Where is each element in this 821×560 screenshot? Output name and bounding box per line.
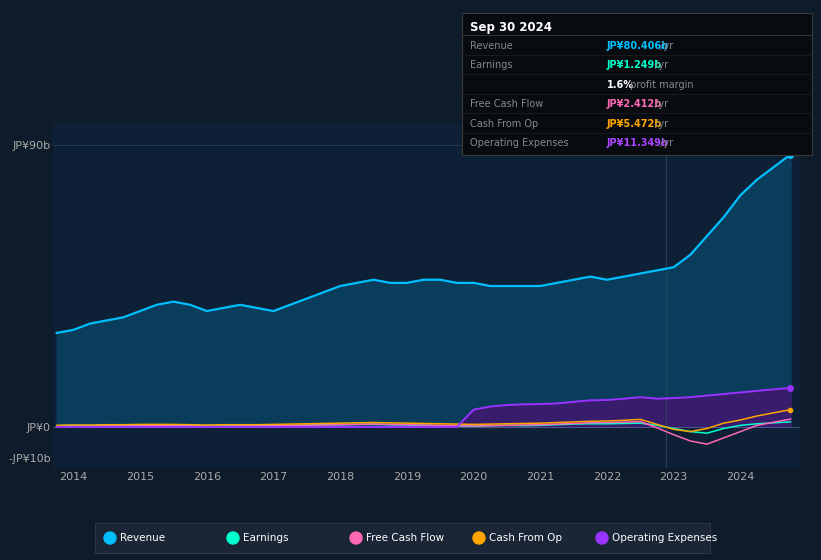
Text: Cash From Op: Cash From Op bbox=[489, 533, 562, 543]
Text: Earnings: Earnings bbox=[470, 60, 512, 70]
Text: Free Cash Flow: Free Cash Flow bbox=[366, 533, 444, 543]
Text: Sep 30 2024: Sep 30 2024 bbox=[470, 21, 552, 34]
Bar bbox=[95, 523, 710, 553]
Text: JP¥80.406b: JP¥80.406b bbox=[607, 41, 669, 51]
Text: JP¥5.472b: JP¥5.472b bbox=[607, 119, 663, 129]
Text: 1.6%: 1.6% bbox=[607, 80, 634, 90]
Text: Earnings: Earnings bbox=[243, 533, 288, 543]
Text: /yr: /yr bbox=[657, 41, 673, 51]
Text: JP¥11.349b: JP¥11.349b bbox=[607, 138, 669, 148]
Circle shape bbox=[596, 532, 608, 544]
Text: JP¥1.249b: JP¥1.249b bbox=[607, 60, 663, 70]
Text: /yr: /yr bbox=[652, 99, 668, 109]
Text: /yr: /yr bbox=[652, 60, 668, 70]
Text: Revenue: Revenue bbox=[470, 41, 513, 51]
Text: JP¥2.412b: JP¥2.412b bbox=[607, 99, 663, 109]
Text: Operating Expenses: Operating Expenses bbox=[470, 138, 569, 148]
Circle shape bbox=[104, 532, 116, 544]
Text: /yr: /yr bbox=[652, 119, 668, 129]
Circle shape bbox=[473, 532, 485, 544]
Text: Operating Expenses: Operating Expenses bbox=[612, 533, 718, 543]
Text: Free Cash Flow: Free Cash Flow bbox=[470, 99, 544, 109]
Text: Revenue: Revenue bbox=[120, 533, 165, 543]
Text: /yr: /yr bbox=[657, 138, 673, 148]
Circle shape bbox=[350, 532, 362, 544]
Circle shape bbox=[227, 532, 239, 544]
Bar bbox=[462, 13, 812, 155]
Text: profit margin: profit margin bbox=[627, 80, 694, 90]
Text: Cash From Op: Cash From Op bbox=[470, 119, 539, 129]
